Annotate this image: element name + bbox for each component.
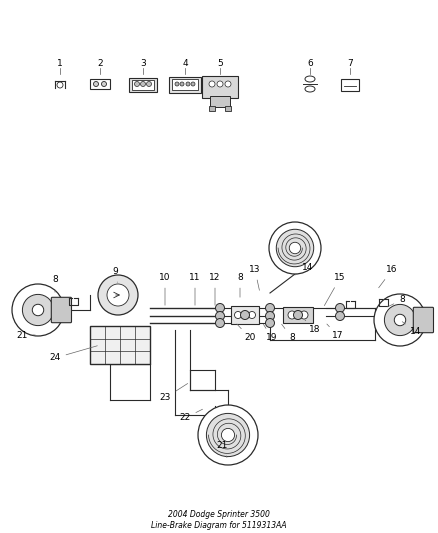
Text: 2004 Dodge Sprinter 3500
Line-Brake Diagram for 5119313AA: 2004 Dodge Sprinter 3500 Line-Brake Diag… — [151, 510, 287, 530]
Text: 10: 10 — [159, 273, 171, 305]
FancyBboxPatch shape — [413, 308, 434, 333]
Circle shape — [102, 82, 106, 86]
Circle shape — [276, 229, 314, 266]
Text: 22: 22 — [180, 409, 202, 423]
Ellipse shape — [305, 86, 315, 92]
Circle shape — [394, 314, 406, 326]
Circle shape — [134, 82, 139, 86]
Text: 8: 8 — [282, 324, 295, 343]
Text: 23: 23 — [159, 384, 187, 402]
Circle shape — [22, 294, 53, 326]
Bar — [129, 78, 157, 92]
Text: 4: 4 — [182, 60, 188, 69]
Circle shape — [206, 414, 250, 457]
Circle shape — [336, 303, 345, 312]
Bar — [225, 106, 231, 111]
Circle shape — [198, 405, 258, 465]
Bar — [172, 79, 198, 90]
Circle shape — [374, 294, 426, 346]
Circle shape — [265, 319, 275, 327]
Text: 11: 11 — [189, 273, 201, 305]
Circle shape — [186, 82, 190, 86]
Bar — [90, 79, 110, 89]
Bar — [132, 80, 154, 90]
Circle shape — [240, 311, 250, 319]
Bar — [210, 96, 230, 107]
Circle shape — [57, 82, 63, 88]
Bar — [231, 306, 259, 324]
Text: 7: 7 — [347, 60, 353, 69]
Bar — [169, 77, 201, 93]
Text: 14: 14 — [402, 322, 422, 336]
Text: 21: 21 — [16, 330, 35, 340]
Text: 19: 19 — [264, 325, 278, 343]
Circle shape — [12, 284, 64, 336]
Circle shape — [217, 81, 223, 87]
Circle shape — [191, 82, 195, 86]
Text: 14: 14 — [295, 263, 314, 275]
Circle shape — [146, 82, 152, 86]
Circle shape — [385, 304, 416, 336]
Text: 18: 18 — [305, 320, 321, 335]
Text: 5: 5 — [217, 60, 223, 69]
Circle shape — [300, 311, 308, 319]
Circle shape — [265, 311, 275, 320]
Circle shape — [215, 311, 225, 320]
Circle shape — [209, 81, 215, 87]
Circle shape — [248, 311, 255, 319]
Text: 2: 2 — [97, 60, 103, 69]
Text: 8: 8 — [52, 276, 58, 292]
Text: 9: 9 — [112, 268, 118, 282]
Circle shape — [107, 284, 129, 306]
Circle shape — [336, 311, 345, 320]
Circle shape — [98, 275, 138, 315]
Text: 16: 16 — [379, 265, 398, 288]
Text: 3: 3 — [140, 60, 146, 69]
Circle shape — [141, 82, 145, 86]
Bar — [283, 307, 313, 323]
FancyBboxPatch shape — [51, 297, 71, 322]
Text: 20: 20 — [237, 324, 256, 343]
Text: 24: 24 — [49, 346, 97, 362]
Text: 8: 8 — [388, 295, 405, 307]
Circle shape — [180, 82, 184, 86]
Circle shape — [288, 311, 296, 319]
Circle shape — [93, 82, 99, 86]
Text: 1: 1 — [57, 60, 63, 69]
Circle shape — [215, 303, 225, 312]
Bar — [341, 79, 359, 91]
Text: 15: 15 — [325, 273, 346, 305]
Circle shape — [269, 222, 321, 274]
Circle shape — [175, 82, 179, 86]
Circle shape — [221, 429, 235, 442]
Circle shape — [32, 304, 44, 316]
Circle shape — [225, 81, 231, 87]
Circle shape — [293, 311, 303, 319]
Text: 21: 21 — [216, 441, 228, 457]
Text: 17: 17 — [327, 324, 344, 341]
Ellipse shape — [305, 76, 315, 82]
Circle shape — [289, 243, 301, 254]
Bar — [209, 106, 215, 111]
Text: 8: 8 — [237, 273, 243, 297]
Text: 12: 12 — [209, 273, 221, 305]
Circle shape — [215, 319, 225, 327]
Text: 13: 13 — [249, 265, 261, 290]
Circle shape — [234, 311, 241, 319]
Bar — [202, 76, 238, 98]
Circle shape — [265, 303, 275, 312]
Bar — [90, 326, 150, 364]
Text: 6: 6 — [307, 60, 313, 69]
